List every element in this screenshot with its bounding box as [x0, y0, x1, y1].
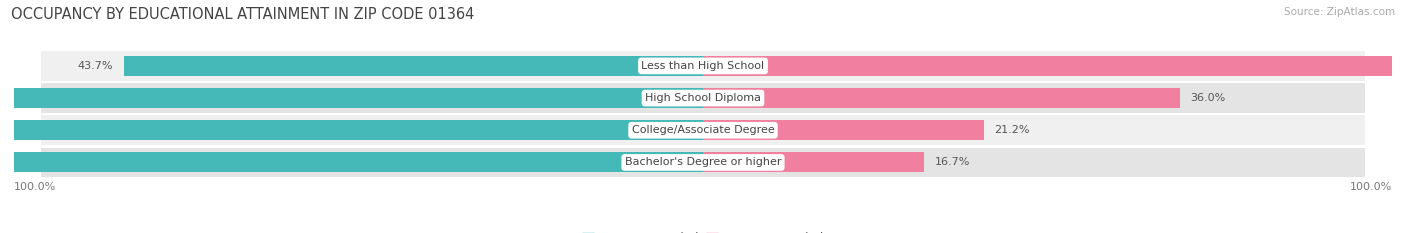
Text: 21.2%: 21.2% [994, 125, 1031, 135]
Bar [41, 116, 1365, 145]
Text: Bachelor's Degree or higher: Bachelor's Degree or higher [624, 158, 782, 168]
Bar [0, 120, 703, 140]
Bar [703, 56, 1406, 76]
Bar [0, 88, 703, 108]
Text: 36.0%: 36.0% [1191, 93, 1226, 103]
Text: 43.7%: 43.7% [77, 61, 114, 71]
Bar [41, 51, 1365, 81]
Bar [703, 88, 1180, 108]
Text: High School Diploma: High School Diploma [645, 93, 761, 103]
Text: College/Associate Degree: College/Associate Degree [631, 125, 775, 135]
Bar [41, 83, 1365, 113]
Bar [703, 152, 924, 172]
Bar [41, 148, 1365, 177]
Bar [703, 120, 984, 140]
Text: Less than High School: Less than High School [641, 61, 765, 71]
Text: Source: ZipAtlas.com: Source: ZipAtlas.com [1284, 7, 1395, 17]
Text: 16.7%: 16.7% [935, 158, 970, 168]
Bar [124, 56, 703, 76]
Legend: Owner-occupied, Renter-occupied: Owner-occupied, Renter-occupied [578, 228, 828, 233]
Text: 100.0%: 100.0% [1350, 182, 1392, 192]
Text: 100.0%: 100.0% [14, 182, 56, 192]
Text: OCCUPANCY BY EDUCATIONAL ATTAINMENT IN ZIP CODE 01364: OCCUPANCY BY EDUCATIONAL ATTAINMENT IN Z… [11, 7, 475, 22]
Bar [0, 152, 703, 172]
